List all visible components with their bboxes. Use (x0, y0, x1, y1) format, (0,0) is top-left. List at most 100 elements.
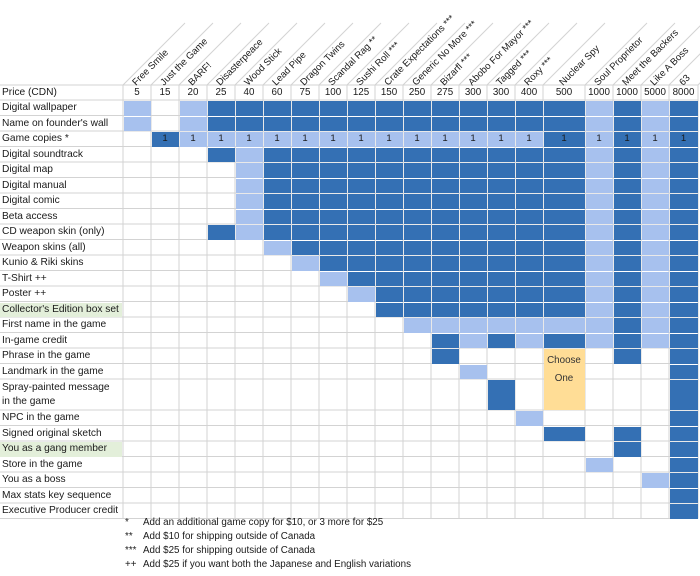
tier-cell (264, 147, 291, 162)
copies-value: 1 (414, 133, 420, 144)
price-value: 5000 (644, 87, 666, 98)
row-label: Digital wallpaper (2, 102, 77, 113)
tier-cell (670, 194, 698, 209)
tier-cell (292, 256, 319, 271)
copies-value: 1 (386, 133, 392, 144)
price-value: 1000 (588, 87, 610, 98)
tier-cell (432, 349, 459, 364)
tier-cell (460, 318, 487, 333)
tier-cell (586, 271, 613, 286)
row-label: Executive Producer credit (2, 505, 119, 516)
tier-cell (516, 411, 543, 426)
tier-cell (292, 240, 319, 255)
tier-cell (432, 178, 459, 193)
tier-cell (614, 178, 641, 193)
tier-cell (236, 225, 263, 240)
tier-cell (320, 178, 347, 193)
tier-cell (516, 209, 543, 224)
tier-cell (670, 225, 698, 240)
tier-cell (614, 163, 641, 178)
row-label: Digital comic (2, 195, 60, 206)
tier-cell (432, 132, 459, 147)
tier-cell (404, 209, 431, 224)
tier-cell (236, 194, 263, 209)
grid-line (402, 22, 466, 86)
tier-cell (670, 333, 698, 348)
copies-value: 1 (596, 133, 602, 144)
copies-value: 1 (680, 133, 687, 144)
tier-cell (264, 240, 291, 255)
tier-cell (208, 225, 235, 240)
grid-line (668, 53, 700, 86)
grid-line (262, 22, 326, 86)
tier-cell (670, 240, 698, 255)
tier-cell (586, 256, 613, 271)
price-value: 500 (555, 87, 573, 98)
tier-cell (516, 333, 543, 348)
tier-cell (320, 132, 347, 147)
tier-cell (348, 256, 375, 271)
tier-cell (404, 163, 431, 178)
tier-cell (642, 101, 669, 116)
footnote-text: Add an additional game copy for $10, or … (143, 517, 384, 528)
tier-cell (320, 147, 347, 162)
tier-cell (586, 318, 613, 333)
tier-cell (460, 147, 487, 162)
tier-cell (404, 132, 431, 147)
tier-cell (376, 302, 403, 317)
tier-cell (376, 163, 403, 178)
tier-cell (432, 302, 459, 317)
tier-cell (670, 349, 698, 364)
tier-cell (642, 302, 669, 317)
grid-line (458, 22, 522, 86)
grid-line (612, 22, 676, 86)
price-value: 100 (324, 87, 342, 98)
row-label: Phrase in the game (2, 350, 91, 361)
tier-cell (516, 163, 543, 178)
tier-cell (586, 194, 613, 209)
tier-cell (404, 271, 431, 286)
tier-cell (516, 318, 543, 333)
tier-cell (348, 178, 375, 193)
tier-cell (432, 225, 459, 240)
tier-cell (544, 209, 585, 224)
tier-cell (670, 256, 698, 271)
row-label: Spray-painted message in the game (2, 382, 110, 407)
tier-cell (264, 132, 291, 147)
tier-cell (460, 194, 487, 209)
tier-cell (348, 225, 375, 240)
tier-cell (614, 318, 641, 333)
tier-cell (544, 178, 585, 193)
tier-cell (670, 302, 698, 317)
tier-cell (544, 318, 585, 333)
tier-cell (348, 132, 375, 147)
tier-cell (642, 225, 669, 240)
tier-cell (376, 287, 403, 302)
tier-cell (670, 426, 698, 441)
tier-cell (670, 116, 698, 131)
tier-cell (292, 225, 319, 240)
tier-cell (544, 302, 585, 317)
tier-cell (460, 271, 487, 286)
tier-cell (376, 209, 403, 224)
footnote: * Add an additional game copy for $10, or… (125, 517, 383, 528)
tier-cell (376, 101, 403, 116)
tier-cell (642, 163, 669, 178)
tier-cell (614, 147, 641, 162)
tier-cell (586, 163, 613, 178)
tier-cell (516, 116, 543, 131)
tier-cell (376, 116, 403, 131)
tier-cell (516, 178, 543, 193)
price-value: 125 (352, 87, 370, 98)
price-value: 25 (215, 87, 227, 98)
row-label: Digital manual (2, 179, 67, 191)
tier-cell (670, 488, 698, 503)
tier-cell (292, 209, 319, 224)
tier-cell (292, 147, 319, 162)
tier-cell (460, 240, 487, 255)
copies-value: 1 (624, 133, 630, 144)
tier-cell (544, 147, 585, 162)
tier-cell (544, 426, 585, 441)
footnote: *** Add $25 for shipping outside of Canad… (125, 545, 315, 556)
tier-cell (488, 209, 515, 224)
